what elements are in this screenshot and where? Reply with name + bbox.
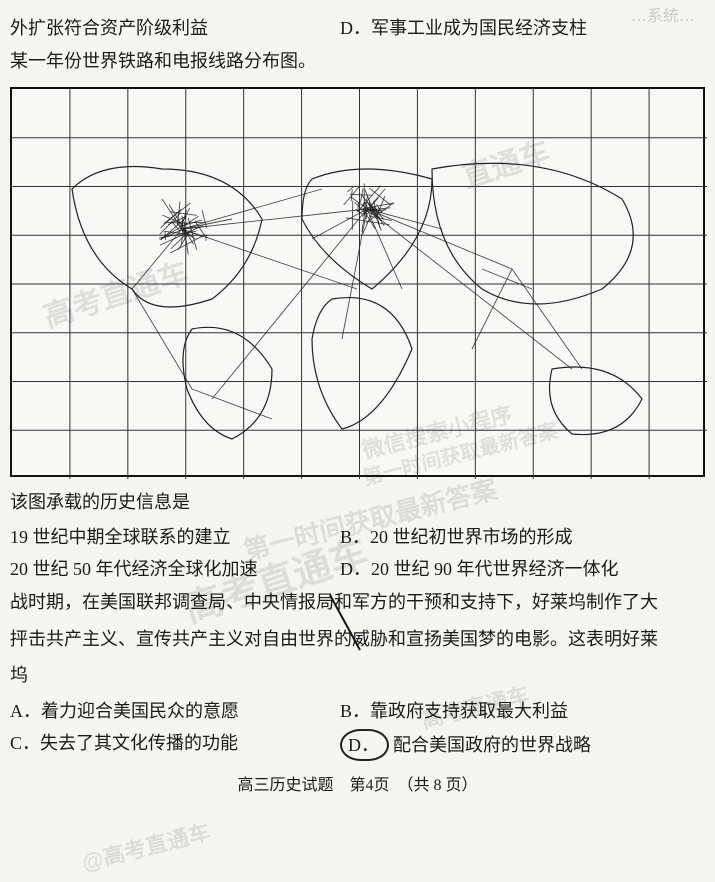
- option-d-prefix: D．: [340, 18, 371, 38]
- question1-row2: 20 世纪 50 年代经济全球化加速 D．20 世纪 90 年代世界经济一体化: [10, 555, 705, 581]
- q1-d-text: 20 世纪 90 年代世界经济一体化: [371, 559, 619, 579]
- q1-option-d: D．20 世纪 90 年代世界经济一体化: [340, 555, 630, 581]
- question1-prompt: 该图承载的历史信息是: [10, 487, 705, 518]
- question2-row2: C．失去了其文化传播的功能 D．配合美国政府的世界战略: [10, 729, 705, 761]
- q2-a-prefix: A．: [10, 701, 41, 721]
- q2-d-text: 配合美国政府的世界战略: [393, 735, 591, 755]
- q2-option-b: B．靠政府支持获取最大利益: [340, 697, 630, 723]
- watermark-text: @高考直通车: [78, 815, 213, 878]
- map-intro-text: 某一年份世界铁路和电报线路分布图。: [10, 46, 705, 77]
- watermark-text: 第一时间获取最新答案: [239, 469, 500, 568]
- prev-option-d: D．军事工业成为国民经济支柱: [340, 14, 630, 40]
- q2-c-text: 失去了其文化传播的功能: [40, 733, 238, 753]
- faint-header-text: …系统…: [631, 2, 695, 26]
- q2-option-c: C．失去了其文化传播的功能: [10, 729, 310, 761]
- q2-b-prefix: B．: [340, 701, 370, 721]
- question2-stem-line1: 战时期，在美国联邦调查局、中央情报局和军方的干预和支持下，好莱坞制作了大: [10, 587, 705, 618]
- prev-option-c: 外扩张符合资产阶级利益: [10, 14, 310, 40]
- world-map-figure: [10, 87, 705, 477]
- q2-b-text: 靠政府支持获取最大利益: [370, 701, 568, 721]
- q2-d-prefix-circled: D．: [340, 729, 389, 761]
- q1-d-prefix: D．: [340, 559, 371, 579]
- q2-c-prefix: C．: [10, 733, 40, 753]
- page-footer: 高三历史试题 第4页 （共 8 页）: [10, 771, 705, 795]
- q2-option-a: A．着力迎合美国民众的意愿: [10, 697, 310, 723]
- q2-option-d: D．配合美国政府的世界战略: [340, 729, 630, 761]
- q2-a-text: 着力迎合美国民众的意愿: [41, 701, 239, 721]
- q1-option-a: 19 世纪中期全球联系的建立: [10, 523, 310, 549]
- world-map-svg: [12, 89, 707, 479]
- q1-option-c: 20 世纪 50 年代经济全球化加速: [10, 555, 310, 581]
- question2-stem-line2: 抨击共产主义、宣传共产主义对自由世界的威胁和宣扬美国梦的电影。这表明好莱: [10, 624, 705, 655]
- q1-option-b: B．20 世纪初世界市场的形成: [340, 523, 630, 549]
- map-grid: [12, 89, 707, 479]
- question2-stem-line3: 坞: [10, 660, 705, 691]
- question1-row1: 19 世纪中期全球联系的建立 B．20 世纪初世界市场的形成: [10, 523, 705, 549]
- option-d-text: 军事工业成为国民经济支柱: [371, 18, 587, 38]
- q1-b-text: 20 世纪初世界市场的形成: [370, 527, 573, 547]
- question2-row1: A．着力迎合美国民众的意愿 B．靠政府支持获取最大利益: [10, 697, 705, 723]
- q1-b-prefix: B．: [340, 527, 370, 547]
- prev-question-options: 外扩张符合资产阶级利益 D．军事工业成为国民经济支柱: [10, 14, 705, 40]
